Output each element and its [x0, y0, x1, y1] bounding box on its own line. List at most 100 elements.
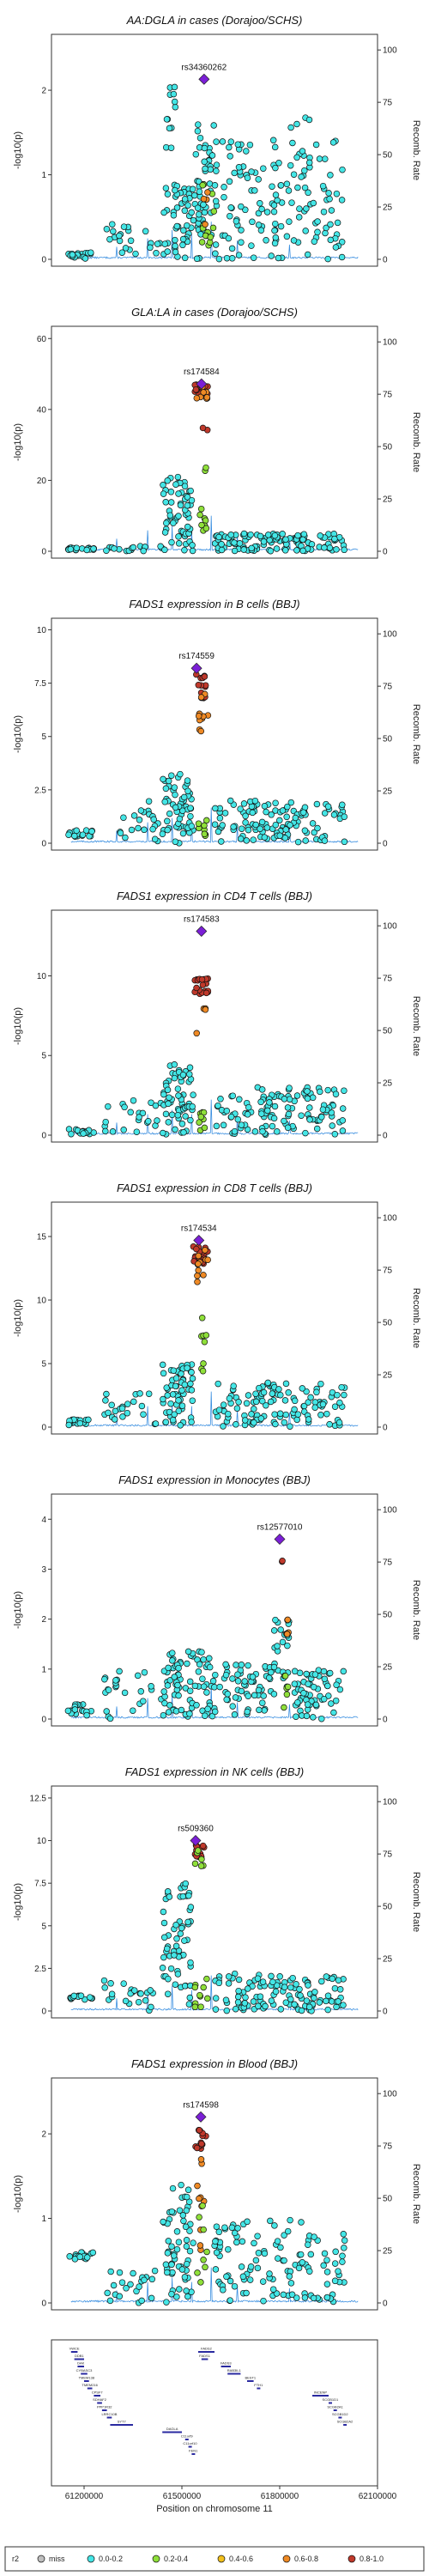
- snp-point: [334, 219, 341, 227]
- snp-point: [302, 1129, 309, 1137]
- snp-point: [195, 820, 202, 827]
- snp-point: [260, 1388, 268, 1396]
- snp-point: [122, 1997, 130, 2005]
- snp-point: [339, 166, 346, 173]
- snp-point: [160, 490, 167, 497]
- snp-point: [184, 1660, 190, 1668]
- snp-point: [204, 1705, 211, 1713]
- snp-point: [107, 2268, 114, 2275]
- snp-point: [73, 544, 81, 551]
- snp-point: [270, 1663, 278, 1671]
- snp-point: [220, 2287, 227, 2293]
- snp-point: [331, 2260, 339, 2267]
- snp-point: [170, 211, 178, 219]
- y2-tick-label: 100: [383, 1214, 397, 1224]
- y-tick-label: 1: [41, 171, 46, 180]
- snp-point: [206, 1655, 213, 1662]
- snp-point: [187, 1116, 194, 1124]
- y2-tick-label: 0: [383, 1716, 388, 1725]
- snp-point: [272, 164, 279, 172]
- snp-point: [267, 2217, 274, 2225]
- gene-label: CYBASC3: [76, 2368, 93, 2372]
- snp-point: [181, 196, 189, 203]
- snp-point: [140, 1411, 147, 1418]
- snp-point: [268, 1997, 275, 2004]
- snp-point: [221, 184, 227, 191]
- snp-point: [300, 531, 308, 538]
- snp-point: [275, 1386, 282, 1393]
- snp-point: [188, 1369, 195, 1376]
- snp-point: [171, 784, 178, 791]
- snp-point: [120, 223, 128, 230]
- y-tick-label: 2: [41, 2130, 46, 2140]
- snp-point: [168, 772, 175, 779]
- gene-label: BEST1: [245, 2376, 256, 2380]
- snp-point: [178, 2266, 186, 2273]
- snp-point: [340, 2231, 347, 2238]
- legend-label: 0.0-0.2: [99, 2555, 123, 2563]
- snp-point: [233, 1405, 241, 1412]
- snp-point: [190, 1091, 196, 1098]
- snp-point: [196, 210, 202, 218]
- snp-point: [231, 539, 238, 546]
- snp-point: [127, 1109, 134, 1116]
- snp-point: [64, 1707, 72, 1715]
- snp-point: [267, 547, 275, 555]
- recomb-rate-line: [70, 222, 359, 259]
- snp-point: [181, 254, 189, 262]
- snp-point: [264, 1107, 271, 1115]
- snp-point: [165, 1975, 172, 1983]
- legend-swatch: [217, 2555, 226, 2563]
- snp-point: [165, 1664, 172, 1672]
- snp-point: [259, 1699, 266, 1706]
- snp-point: [277, 222, 285, 230]
- snp-point: [303, 1997, 311, 2004]
- snp-point: [204, 189, 211, 196]
- snp-point: [212, 1995, 220, 2002]
- snp-point: [298, 173, 305, 180]
- y2-tick-label: 0: [383, 2008, 388, 2017]
- snp-point: [116, 2293, 124, 2300]
- recomb-rate-line: [70, 2267, 359, 2304]
- snp-point: [260, 165, 267, 172]
- snp-point: [174, 1085, 182, 1092]
- snp-point: [293, 2294, 300, 2301]
- lead-snp-marker: [274, 1534, 286, 1546]
- snp-point: [326, 195, 333, 203]
- snp-point: [284, 1104, 292, 1111]
- snp-point: [288, 2291, 296, 2299]
- gene-label: C11orf9: [181, 2434, 194, 2439]
- y2-tick-label: 75: [383, 99, 393, 108]
- snp-point: [212, 197, 220, 205]
- snp-point: [147, 244, 154, 252]
- snp-point: [215, 2228, 223, 2236]
- snp-point: [238, 239, 245, 246]
- snp-point: [181, 546, 188, 554]
- snp-point: [227, 2277, 234, 2285]
- snp-point: [179, 807, 186, 814]
- legend: r2 miss 0.0-0.2 0.2-0.4 0.4-0.6 0.6-0.8 0.8-1.…: [4, 2546, 425, 2572]
- snp-point: [324, 803, 332, 811]
- snp-point: [335, 1977, 342, 1984]
- snp-point: [178, 1121, 186, 1127]
- snp-point: [193, 255, 201, 263]
- snp-point: [172, 1942, 180, 1950]
- snp-point: [166, 1094, 172, 1101]
- snp-point: [200, 1683, 208, 1690]
- snp-point: [141, 826, 148, 834]
- snp-point: [271, 240, 279, 247]
- snp-point: [341, 546, 347, 554]
- snp-point: [154, 240, 161, 247]
- snp-point: [284, 1616, 292, 1624]
- snp-point: [131, 1987, 138, 1994]
- snp-point: [198, 2140, 205, 2148]
- snp-point: [296, 1985, 303, 1993]
- snp-point: [244, 1708, 251, 1716]
- x-tick-label: 62100000: [359, 2492, 397, 2501]
- snp-point: [151, 2267, 159, 2275]
- snp-point: [276, 1973, 283, 1980]
- snp-point: [227, 138, 235, 145]
- snp-point: [312, 1701, 320, 1709]
- snp-point: [182, 2223, 190, 2231]
- y2-tick-label: 50: [383, 1027, 393, 1036]
